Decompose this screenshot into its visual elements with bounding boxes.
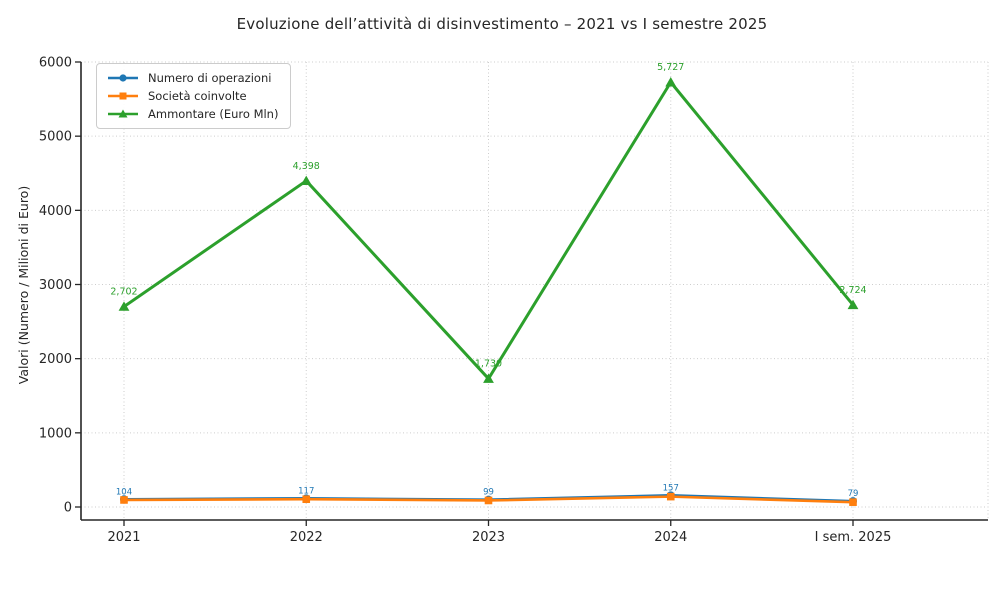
y-tick-label: 5000 [39, 130, 72, 145]
series-marker [302, 495, 311, 504]
series-marker [484, 496, 493, 505]
legend-triangle-swatch-icon [108, 109, 138, 118]
series-marker [118, 301, 130, 311]
y-tick-label: 0 [64, 501, 72, 516]
legend: Numero di operazioni Società coinvolte Amm… [96, 63, 292, 129]
x-tick-label: I sem. 2025 [815, 530, 892, 545]
y-tick-label: 3000 [39, 278, 72, 293]
legend-circle-swatch-icon [108, 74, 138, 82]
x-tick-label: 2021 [107, 530, 140, 545]
y-tick-label: 6000 [39, 56, 72, 71]
legend-label: Ammontare (Euro Mln) [148, 107, 279, 121]
x-tick-label: 2024 [654, 530, 687, 545]
chart-title: Evoluzione dell’attività di disinvestime… [236, 15, 768, 33]
x-tick-label: 2023 [472, 530, 505, 545]
legend-item: Società coinvolte [106, 89, 278, 103]
series-marker [665, 77, 677, 87]
data-label: 5,727 [657, 62, 684, 73]
series-marker [666, 492, 675, 501]
y-tick-label: 2000 [39, 352, 72, 367]
y-tick-label: 4000 [39, 204, 72, 219]
data-label: 99 [483, 488, 494, 498]
data-label: 117 [298, 486, 314, 496]
series-marker [120, 496, 128, 504]
legend-item: Numero di operazioni [106, 71, 278, 85]
data-label: 1,730 [475, 359, 502, 370]
series-marker [483, 373, 494, 383]
legend-label: Numero di operazioni [148, 71, 272, 85]
legend-square-swatch-icon [108, 92, 138, 100]
data-label: 157 [663, 483, 679, 493]
data-label: 104 [116, 487, 132, 497]
series-marker [847, 299, 859, 310]
series-marker [300, 175, 312, 186]
data-label: 2,724 [839, 285, 866, 296]
data-label: 79 [848, 489, 859, 499]
data-label: 2,702 [110, 287, 137, 298]
x-tick-label: 2022 [290, 530, 323, 545]
y-tick-label: 1000 [39, 426, 72, 441]
legend-item: Ammontare (Euro Mln) [106, 107, 278, 121]
series-marker [849, 498, 857, 506]
legend-label: Società coinvolte [148, 89, 247, 103]
data-label: 4,398 [293, 161, 320, 172]
